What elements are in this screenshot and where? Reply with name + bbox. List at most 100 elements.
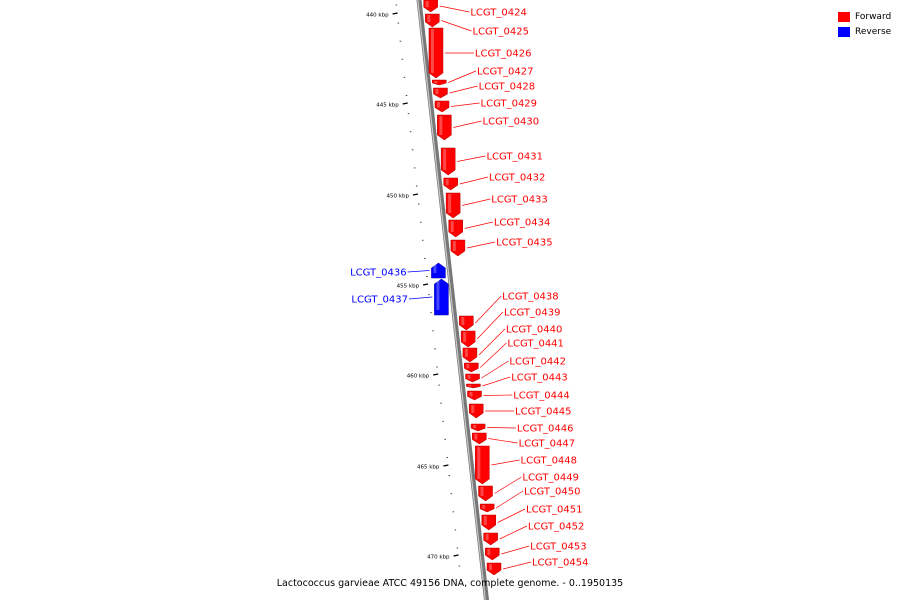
gene-glyph-lcgt-0438[interactable] xyxy=(459,315,474,331)
legend-item-reverse: Reverse xyxy=(838,24,891,39)
gene-glyph-lcgt-0443[interactable] xyxy=(466,383,481,389)
gene-shine xyxy=(434,81,438,83)
gene-label-lcgt-0440[interactable]: LCGT_0440 xyxy=(506,325,563,336)
gene-label-lcgt-0436[interactable]: LCGT_0436 xyxy=(350,268,407,279)
gene-shine xyxy=(445,179,449,186)
gene-label-lcgt-0425[interactable]: LCGT_0425 xyxy=(472,27,529,38)
gene-label-lcgt-0435[interactable]: LCGT_0435 xyxy=(496,238,553,249)
major-tick xyxy=(443,464,449,467)
gene-glyph-lcgt-0431[interactable] xyxy=(440,147,456,176)
leader-line xyxy=(476,311,504,340)
gene-label-lcgt-0438[interactable]: LCGT_0438 xyxy=(502,292,559,303)
gene-label-lcgt-0427[interactable]: LCGT_0427 xyxy=(477,67,534,78)
leader-line xyxy=(494,476,522,494)
gene-glyph-lcgt-0447[interactable] xyxy=(472,432,487,445)
map-caption: Lactococcus garvieae ATCC 49156 DNA, com… xyxy=(276,578,624,589)
gene-label-lcgt-0447[interactable]: LCGT_0447 xyxy=(519,439,576,450)
gene-glyph-lcgt-0434[interactable] xyxy=(448,219,463,238)
leader-line xyxy=(441,20,472,32)
gene-glyph-lcgt-0451[interactable] xyxy=(481,514,497,531)
gene-label-lcgt-0452[interactable]: LCGT_0452 xyxy=(528,522,585,533)
gene-label-lcgt-0439[interactable]: LCGT_0439 xyxy=(504,308,561,319)
gene-glyph-lcgt-0449[interactable] xyxy=(478,485,493,502)
leader-line xyxy=(466,241,496,249)
leader-line xyxy=(453,120,482,128)
gene-label-lcgt-0446[interactable]: LCGT_0446 xyxy=(517,424,574,435)
gene-glyph-lcgt-0439[interactable] xyxy=(460,330,476,348)
gene-glyph-lcgt-0429[interactable] xyxy=(434,100,450,113)
gene-glyph-lcgt-0437[interactable] xyxy=(434,278,449,316)
gene-glyph-lcgt-0450[interactable] xyxy=(479,503,495,513)
gene-glyph-lcgt-0448[interactable] xyxy=(475,445,490,485)
leader-line xyxy=(481,360,509,379)
gene-shine xyxy=(450,221,454,232)
gene-shine xyxy=(461,317,465,325)
gene-glyph-lcgt-0424[interactable] xyxy=(423,0,438,13)
gene-label-lcgt-0450[interactable]: LCGT_0450 xyxy=(524,487,581,498)
gene-label-lcgt-0424[interactable]: LCGT_0424 xyxy=(470,8,527,19)
scale-label: 445 kbp xyxy=(376,103,399,109)
major-tick xyxy=(392,12,398,15)
gene-glyph-lcgt-0428[interactable] xyxy=(433,87,448,99)
gene-label-lcgt-0430[interactable]: LCGT_0430 xyxy=(483,117,540,128)
gene-glyph-lcgt-0436[interactable] xyxy=(431,262,446,279)
leader-line xyxy=(448,70,477,83)
gene-glyph-lcgt-0454[interactable] xyxy=(486,562,502,576)
gene-glyph-lcgt-0440[interactable] xyxy=(462,347,478,363)
gene-glyph-lcgt-0446[interactable] xyxy=(470,423,486,432)
scale-label: 470 kbp xyxy=(427,555,450,561)
gene-glyph-lcgt-0444[interactable] xyxy=(467,390,482,401)
gene-shine xyxy=(469,392,473,397)
gene-label-lcgt-0432[interactable]: LCGT_0432 xyxy=(489,173,546,184)
gene-glyph-lcgt-0442[interactable] xyxy=(465,373,480,383)
gene-glyph-lcgt-0432[interactable] xyxy=(443,177,458,191)
gene-glyph-lcgt-0453[interactable] xyxy=(485,547,500,561)
backbone-highlight xyxy=(417,0,486,600)
leader-line xyxy=(480,342,507,368)
leader-line xyxy=(407,270,430,273)
gene-label-lcgt-0437[interactable]: LCGT_0437 xyxy=(351,295,408,306)
gene-glyph-lcgt-0433[interactable] xyxy=(445,192,461,219)
gene-shine xyxy=(448,194,452,213)
leader-line xyxy=(495,490,524,509)
leader-line xyxy=(499,525,528,540)
gene-label-lcgt-0443[interactable]: LCGT_0443 xyxy=(511,373,568,384)
gene-shine xyxy=(430,29,434,73)
major-tick xyxy=(412,193,419,196)
gene-glyph-lcgt-0425[interactable] xyxy=(425,13,440,28)
gene-glyph-lcgt-0426[interactable] xyxy=(428,27,444,79)
leader-line xyxy=(497,508,526,523)
gene-label-lcgt-0434[interactable]: LCGT_0434 xyxy=(494,218,551,229)
gene-glyph-lcgt-0435[interactable] xyxy=(450,239,466,257)
gene-label-lcgt-0454[interactable]: LCGT_0454 xyxy=(532,558,589,569)
leader-line xyxy=(464,221,493,229)
gene-label-lcgt-0445[interactable]: LCGT_0445 xyxy=(515,407,572,418)
gene-label-lcgt-0453[interactable]: LCGT_0453 xyxy=(530,542,587,553)
leader-line xyxy=(487,427,516,429)
gene-label-lcgt-0429[interactable]: LCGT_0429 xyxy=(481,99,538,110)
gene-shine xyxy=(464,349,468,357)
gene-label-lcgt-0428[interactable]: LCGT_0428 xyxy=(479,82,536,93)
gene-label-lcgt-0442[interactable]: LCGT_0442 xyxy=(509,357,566,368)
gene-label-lcgt-0431[interactable]: LCGT_0431 xyxy=(486,152,543,163)
gene-label-lcgt-0426[interactable]: LCGT_0426 xyxy=(475,49,532,60)
legend: Forward Reverse xyxy=(838,9,891,39)
gene-label-lcgt-0451[interactable]: LCGT_0451 xyxy=(526,505,583,516)
gene-shine xyxy=(483,516,487,525)
gene-glyph-lcgt-0452[interactable] xyxy=(483,532,498,546)
gene-shine xyxy=(487,549,491,556)
gene-shine xyxy=(477,447,481,479)
gene-label-lcgt-0448[interactable]: LCGT_0448 xyxy=(521,456,578,467)
gene-glyph-lcgt-0445[interactable] xyxy=(468,403,484,419)
gene-label-lcgt-0433[interactable]: LCGT_0433 xyxy=(491,195,548,206)
gene-label-lcgt-0444[interactable]: LCGT_0444 xyxy=(513,391,570,402)
major-tick xyxy=(422,283,429,286)
gene-glyph-lcgt-0427[interactable] xyxy=(432,79,447,86)
gene-glyph-lcgt-0430[interactable] xyxy=(437,114,452,141)
gene-label-lcgt-0441[interactable]: LCGT_0441 xyxy=(507,339,564,350)
leader-line xyxy=(475,295,502,324)
gene-glyph-lcgt-0441[interactable] xyxy=(464,362,479,373)
gene-shine xyxy=(435,89,439,94)
gene-label-lcgt-0449[interactable]: LCGT_0449 xyxy=(522,473,579,484)
